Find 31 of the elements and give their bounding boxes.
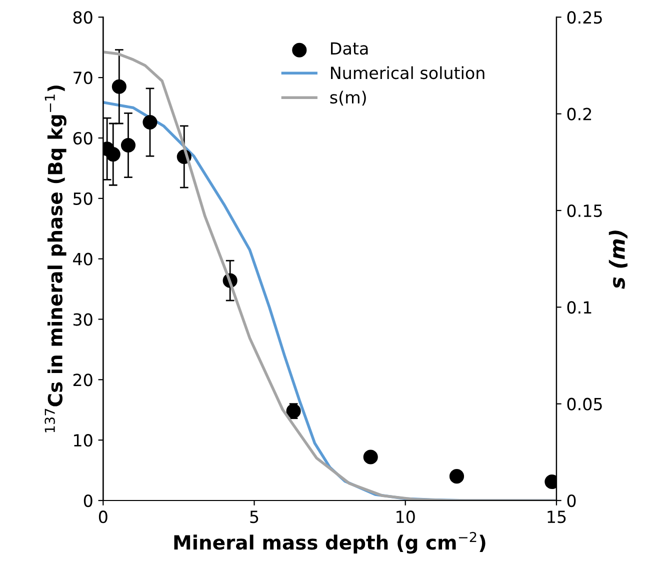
y-tick-label: 20 bbox=[73, 374, 92, 386]
x-tick-label: 15 bbox=[548, 510, 566, 524]
y-tick-label: 30 bbox=[73, 313, 92, 326]
point bbox=[120, 138, 136, 153]
y2-axis-title: s (m) bbox=[608, 230, 628, 289]
y-tick-label: 40 bbox=[73, 252, 92, 266]
y-tick-label: 70 bbox=[74, 72, 92, 84]
point bbox=[106, 147, 120, 162]
y-tick-label: 50 bbox=[74, 192, 92, 205]
legend-label: s(m) bbox=[330, 90, 366, 106]
y-axis-title: $^{137}$Cs in mineral phase (Bq kg$^{−1}$) bbox=[44, 86, 66, 432]
y-tick-label: 10 bbox=[74, 434, 92, 447]
y-tick-label: 0 bbox=[84, 494, 92, 508]
x-tick-label: 5 bbox=[250, 510, 258, 524]
legend-label: Data bbox=[331, 42, 368, 55]
y2-tick-label: 0.15 bbox=[567, 204, 602, 218]
point bbox=[449, 469, 464, 484]
y2-tick-label: 0 bbox=[567, 494, 576, 508]
point bbox=[112, 79, 126, 94]
y-tick-label: 60 bbox=[73, 132, 92, 145]
y2-tick-label: 0.05 bbox=[567, 398, 602, 410]
x-axis-title: Mineral mass depth (g cm$^{−2}$) bbox=[174, 532, 486, 554]
y2-tick-label: 0.1 bbox=[567, 301, 592, 314]
x-tick-label: 0 bbox=[98, 510, 108, 524]
point bbox=[142, 115, 158, 130]
point bbox=[363, 450, 378, 464]
y2-tick-label: 0.25 bbox=[567, 11, 602, 24]
legend-label: Numerical solution bbox=[331, 66, 484, 80]
y2-tick-label: 0.2 bbox=[567, 108, 592, 120]
x-tick-label: 10 bbox=[396, 510, 415, 524]
y-tick-label: 80 bbox=[73, 11, 92, 24]
